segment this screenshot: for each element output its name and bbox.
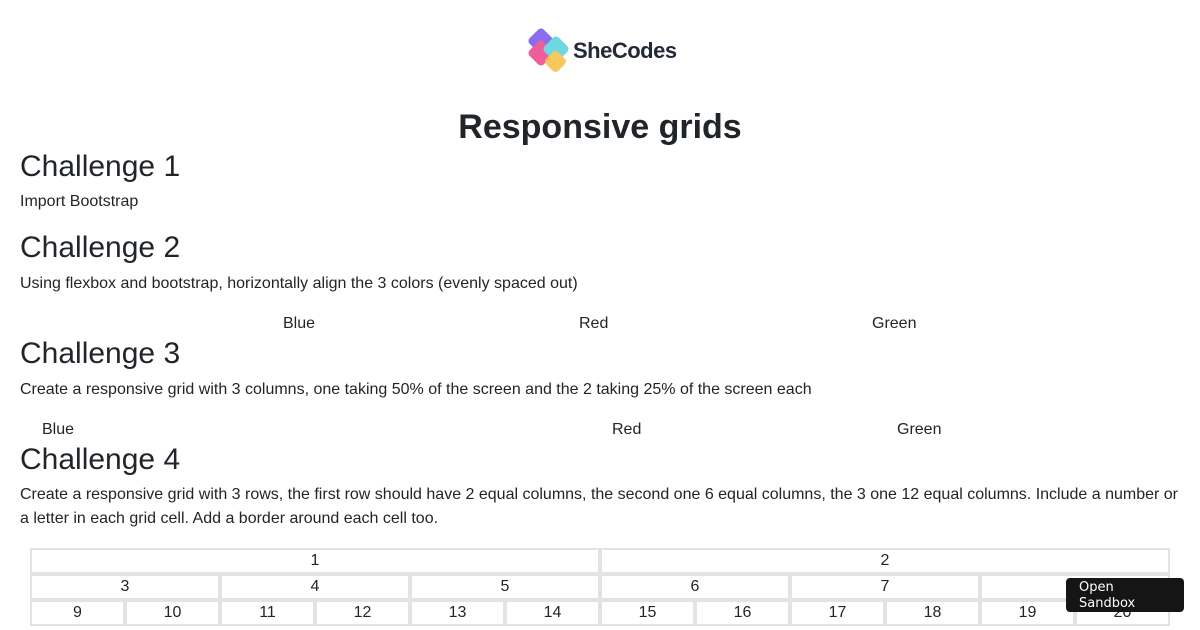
logo-text: SheCodes (573, 38, 677, 63)
grid-cell: 4 (220, 574, 410, 600)
challenge-4-description: Create a responsive grid with 3 rows, th… (20, 486, 1178, 527)
grid-cell: 3 (30, 574, 220, 600)
grid-cell: 17 (790, 600, 885, 626)
challenge-3-color-green: Green (897, 421, 942, 438)
grid-cell: 13 (410, 600, 505, 626)
challenge-2-description: Using flexbox and bootstrap, horizontall… (20, 275, 578, 292)
grid-row-1: 1 2 (30, 548, 1170, 574)
grid-cell: 16 (695, 600, 790, 626)
grid-row-3: 9 10 11 12 13 14 15 16 17 18 19 20 (30, 600, 1170, 626)
responsive-grid: 1 2 3 4 5 6 7 8 9 10 11 12 13 14 15 16 1… (30, 548, 1170, 626)
challenge-2-color-blue: Blue (283, 315, 316, 332)
challenge-3-heading: Challenge 3 (20, 337, 181, 370)
challenge-1-heading: Challenge 1 (20, 150, 181, 183)
challenge-3-description: Create a responsive grid with 3 columns,… (20, 381, 812, 398)
grid-cell: 19 (980, 600, 1075, 626)
grid-row-2: 3 4 5 6 7 8 (30, 574, 1170, 600)
open-sandbox-button[interactable]: Open Sandbox (1066, 578, 1184, 612)
grid-cell: 14 (505, 600, 600, 626)
grid-cell: 2 (600, 548, 1170, 574)
grid-cell: 9 (30, 600, 125, 626)
shecodes-logo-icon (526, 26, 573, 74)
grid-cell: 12 (315, 600, 410, 626)
challenge-2-color-green: Green (872, 315, 917, 332)
grid-cell: 5 (410, 574, 600, 600)
challenge-1-description: Import Bootstrap (20, 193, 139, 210)
grid-cell: 6 (600, 574, 790, 600)
grid-cell: 15 (600, 600, 695, 626)
grid-cell: 11 (220, 600, 315, 626)
grid-cell: 1 (30, 548, 600, 574)
grid-cell: 18 (885, 600, 980, 626)
page-title: Responsive grids (458, 108, 742, 146)
challenge-4-heading: Challenge 4 (20, 443, 181, 476)
grid-cell: 10 (125, 600, 220, 626)
challenge-3-color-red: Red (612, 421, 642, 438)
challenge-2-color-red: Red (579, 315, 609, 332)
challenge-2-heading: Challenge 2 (20, 231, 181, 264)
shecodes-logo[interactable]: SheCodes (526, 26, 677, 74)
grid-cell: 7 (790, 574, 980, 600)
challenge-3-color-blue: Blue (42, 421, 75, 438)
